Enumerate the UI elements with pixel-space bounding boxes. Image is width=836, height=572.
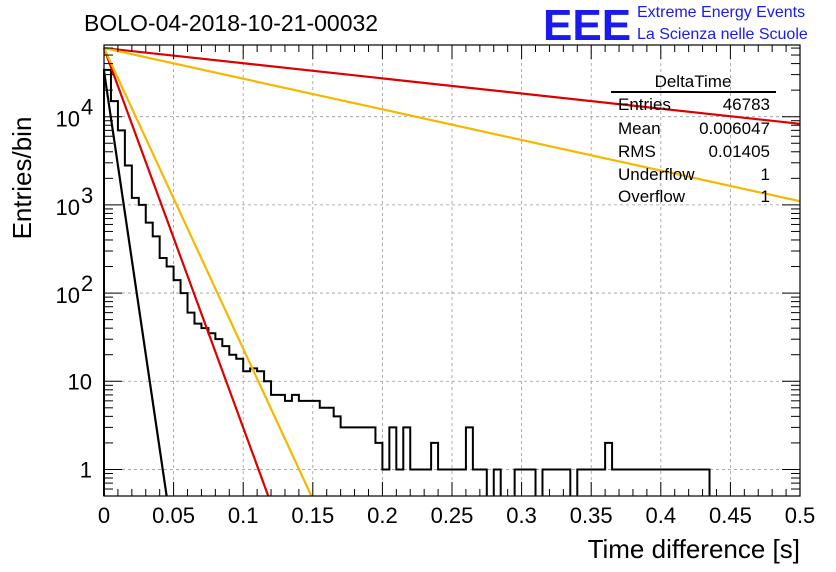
stats-title: DeltaTime <box>655 72 732 91</box>
fit-line-2 <box>102 47 270 497</box>
y-axis-title: Entries/bin <box>7 117 37 240</box>
fit-line-1 <box>102 70 168 497</box>
stats-value-underflow: 1 <box>761 165 770 184</box>
logo-line-2: La Scienza nelle Scuole <box>637 26 808 43</box>
x-tick-label: 0.4 <box>646 503 677 528</box>
y-tick-label: 10 <box>56 283 80 308</box>
y-tick-exponent: 4 <box>81 95 93 120</box>
stats-box: DeltaTime Entries 46783 Mean 0.006047 RM… <box>611 72 776 206</box>
run-title: BOLO-04-2018-10-21-00032 <box>84 10 378 36</box>
stats-value-mean: 0.006047 <box>699 119 770 138</box>
x-tick-label: 0 <box>98 503 110 528</box>
x-axis-ticks: 0 0.05 0.1 0.15 0.2 0.25 0.3 0.35 0.4 0.45 0.5 <box>98 45 815 528</box>
y-tick-exponent: 3 <box>81 183 93 208</box>
x-tick-label: 0.35 <box>570 503 613 528</box>
logo-line-1: Extreme Energy Events <box>637 4 805 21</box>
fit-lines-layer <box>102 46 801 497</box>
y-tick-label: 1 <box>80 457 92 482</box>
histogram-step <box>103 68 711 496</box>
stats-label-entries: Entries <box>618 95 671 114</box>
x-tick-label: 0.2 <box>367 503 398 528</box>
fit-line-3 <box>103 47 313 497</box>
stats-value-entries: 46783 <box>723 95 770 114</box>
x-tick-label: 0.05 <box>152 503 195 528</box>
histogram-layer <box>103 68 711 496</box>
stats-value-overflow: 1 <box>761 187 770 206</box>
logo-letters: EEE <box>543 1 631 50</box>
x-tick-label: 0.15 <box>291 503 334 528</box>
stats-label-rms: RMS <box>618 142 656 161</box>
fit-line-4 <box>103 46 801 125</box>
stats-label-underflow: Underflow <box>618 165 695 184</box>
y-tick-label: 10 <box>56 195 80 220</box>
x-tick-label: 0.45 <box>709 503 752 528</box>
fit-line-5 <box>103 46 801 203</box>
x-tick-label: 0.1 <box>228 503 259 528</box>
y-tick-label: 10 <box>56 107 80 132</box>
stats-value-rms: 0.01405 <box>709 142 770 161</box>
stats-label-overflow: Overflow <box>618 187 686 206</box>
x-tick-label: 0.5 <box>785 503 816 528</box>
eee-logo: EEE Extreme Energy Events La Scienza nel… <box>543 1 808 50</box>
y-tick-exponent: 2 <box>81 271 93 296</box>
y-tick-label: 10 <box>68 369 92 394</box>
x-axis-title: Time difference [s] <box>588 534 800 564</box>
stats-label-mean: Mean <box>618 119 661 138</box>
x-tick-label: 0.3 <box>506 503 537 528</box>
x-tick-label: 0.25 <box>431 503 474 528</box>
